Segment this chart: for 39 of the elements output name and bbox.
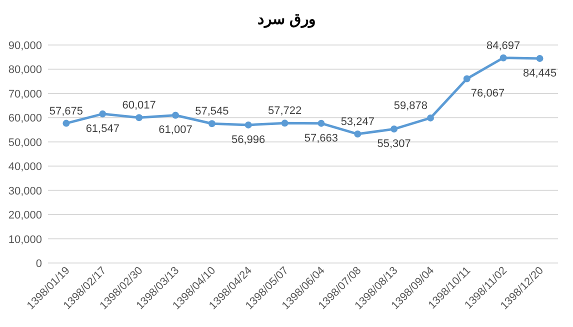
y-tick-label: 90,000: [8, 40, 42, 52]
data-label: 57,663: [304, 132, 338, 144]
point: [390, 126, 398, 133]
y-tick-label: 40,000: [8, 161, 42, 174]
point: [62, 120, 70, 127]
point: [244, 121, 252, 128]
chart-title: ورق سرد: [257, 11, 316, 28]
y-tick-label: 20,000: [8, 210, 42, 222]
y-tick-label: 50,000: [8, 136, 42, 149]
point: [136, 114, 143, 122]
y-tick-label: 80,000: [8, 64, 42, 76]
data-label: 61,007: [158, 124, 192, 136]
point: [318, 120, 325, 127]
point: [463, 75, 470, 82]
data-label: 76,067: [470, 88, 505, 100]
y-tick-label: 70,000: [8, 88, 42, 100]
point: [500, 54, 507, 62]
y-tick-label: 30,000: [8, 185, 42, 198]
point: [208, 120, 216, 128]
point: [536, 54, 544, 62]
data-label: 57,722: [268, 105, 302, 118]
data-label: 61,547: [86, 122, 120, 135]
y-tick-label: 60,000: [8, 112, 42, 125]
data-label: 56,996: [232, 134, 266, 146]
point: [354, 130, 362, 138]
y-tick-label: 10,000: [8, 234, 42, 246]
data-label: 53,247: [340, 116, 374, 128]
point: [172, 112, 179, 119]
point: [281, 120, 288, 127]
y-tick-label: 0: [36, 258, 42, 270]
data-label: 60,017: [122, 100, 156, 112]
data-label: 84,697: [486, 40, 520, 52]
data-label: 57,545: [195, 106, 229, 118]
point: [427, 114, 434, 122]
data-label: 84,445: [522, 67, 557, 80]
data-label: 59,878: [394, 100, 428, 112]
point: [99, 110, 106, 118]
data-label: 55,307: [377, 138, 411, 150]
data-label: 57,675: [49, 105, 84, 118]
